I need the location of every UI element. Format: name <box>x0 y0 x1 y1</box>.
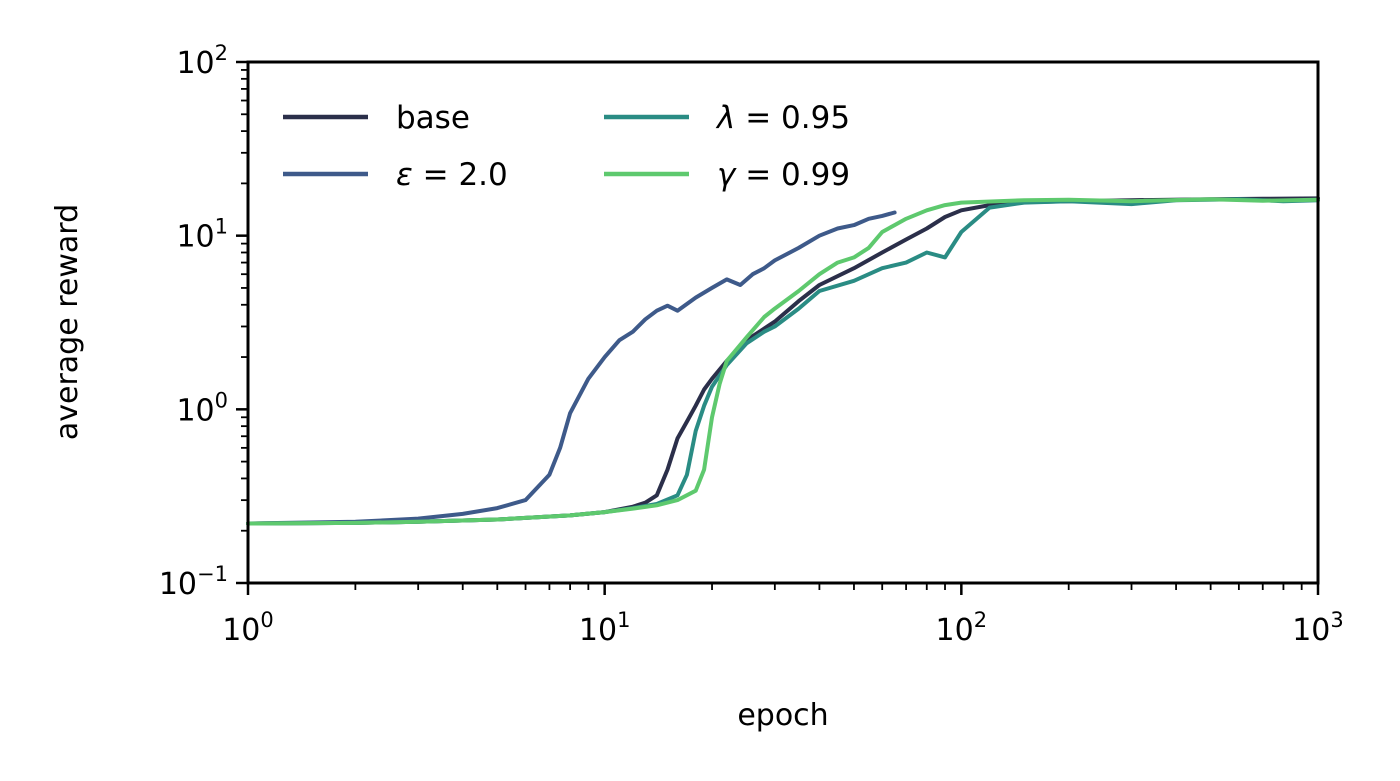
plot-frame <box>246 60 1320 585</box>
y-tick-labels: 10−1 100 101 102 <box>159 41 228 602</box>
legend: base ε = 2.0 λ = 0.95 γ = 0.99 <box>283 100 850 193</box>
plot-area <box>236 60 1320 595</box>
y-tick-label: 102 <box>176 41 228 81</box>
series-line-4 <box>246 197 1320 526</box>
x-tick-label: 101 <box>579 608 631 648</box>
series-line-3 <box>246 197 1320 526</box>
y-tick-label: 101 <box>176 215 228 255</box>
y-tick-label: 100 <box>176 388 228 428</box>
legend-label: γ = 0.99 <box>717 157 850 193</box>
series-line-2 <box>246 210 897 526</box>
series-lines <box>246 196 1320 526</box>
series-line-1 <box>246 196 1320 526</box>
y-tick-label: 10−1 <box>159 562 228 602</box>
x-tick-label: 100 <box>222 608 274 648</box>
x-tick-labels: 100 101 102 103 <box>222 608 1344 648</box>
axis-ticks <box>236 60 1320 595</box>
legend-label: ε = 2.0 <box>396 157 508 193</box>
x-tick-label: 102 <box>936 608 988 648</box>
legend-label: λ = 0.95 <box>715 100 850 136</box>
x-tick-label: 103 <box>1292 608 1344 648</box>
y-axis-label: average reward <box>50 204 85 440</box>
legend-label: base <box>396 100 470 136</box>
x-axis-label: epoch <box>737 698 828 733</box>
